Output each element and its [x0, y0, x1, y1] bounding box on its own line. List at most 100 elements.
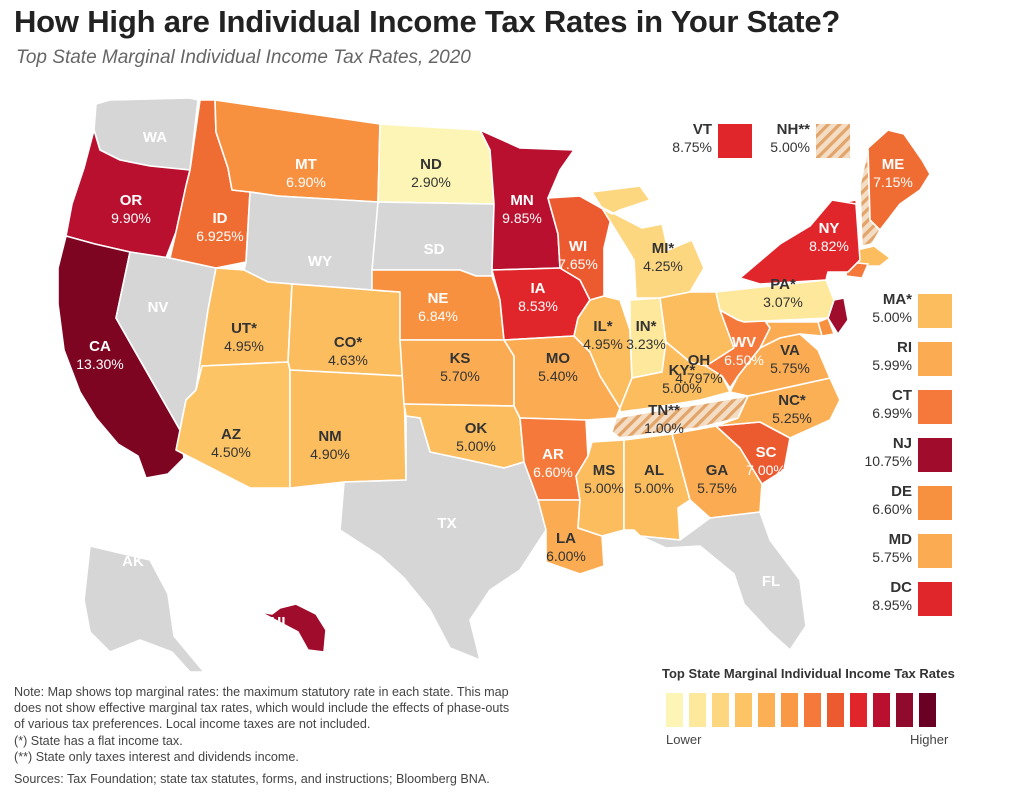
state-rate-tn: 1.00%: [644, 420, 684, 436]
state-shape-or: [65, 129, 191, 259]
state-label-mt: MT: [295, 156, 317, 173]
map-note: Note: Map shows top marginal rates: the …: [14, 684, 614, 765]
state-rate-il: 4.95%: [583, 336, 623, 352]
state-shape-ak: [83, 545, 205, 673]
state-rate-sc: 7.00%: [746, 462, 786, 478]
legend-swatch: [896, 693, 913, 727]
callout-rate-nj: 10.75%: [865, 453, 912, 469]
state-shape-nm: [289, 369, 407, 489]
callout-rate-nh: 5.00%: [770, 139, 810, 155]
state-shape-fl: [639, 511, 807, 651]
state-label-tx: TX: [437, 515, 456, 532]
legend-swatch: [873, 693, 890, 727]
state-label-in: IN*: [636, 318, 657, 335]
state-rate-va: 5.75%: [770, 360, 810, 376]
legend-lower-label: Lower: [666, 732, 702, 747]
sources-line: Sources: Tax Foundation; state tax statu…: [14, 772, 490, 786]
state-label-id: ID: [213, 210, 228, 227]
state-rate-nd: 2.90%: [411, 174, 451, 190]
callout-label-ct: CT: [892, 387, 912, 404]
state-shape-hi: [259, 603, 327, 653]
legend-color-scale: [666, 693, 936, 727]
state-rate-ks: 5.70%: [440, 368, 480, 384]
state-label-mi: MI*: [652, 240, 675, 257]
legend-swatch: [758, 693, 775, 727]
state-shape-nc: [715, 377, 841, 439]
state-label-nm: NM: [318, 428, 341, 445]
state-label-ut: UT*: [231, 320, 257, 337]
note-line: does not show effective marginal tax rat…: [14, 701, 510, 716]
callout-label-vt: VT: [693, 121, 712, 138]
legend-swatch: [804, 693, 821, 727]
callout-label-md: MD: [889, 531, 912, 548]
legend-swatch: [781, 693, 798, 727]
callout-rate-ct: 6.99%: [872, 405, 912, 421]
callout-rate-dc: 8.95%: [872, 597, 912, 613]
state-shape-az: [175, 361, 291, 489]
state-label-ar: AR: [542, 446, 564, 463]
state-label-la: LA: [556, 530, 576, 547]
state-rate-mi: 4.25%: [643, 258, 683, 274]
state-label-nc: NC*: [778, 392, 806, 409]
legend-higher-label: Higher: [910, 732, 949, 747]
state-label-ok: OK: [465, 420, 488, 437]
state-rate-ga: 5.75%: [697, 480, 737, 496]
state-label-ca: CA: [89, 338, 111, 355]
state-rate-wi: 7.65%: [558, 256, 598, 272]
callout-swatch-dc: [918, 582, 952, 616]
state-label-wi: WI: [569, 238, 587, 255]
state-rate-la: 6.00%: [546, 548, 586, 564]
state-rate-co: 4.63%: [328, 352, 368, 368]
callout-label-nj: NJ: [893, 435, 912, 452]
state-rate-wv: 6.50%: [724, 352, 764, 368]
state-rate-nc: 5.25%: [772, 410, 812, 426]
state-shape-ny: [739, 199, 861, 285]
state-rate-ca: 13.30%: [76, 356, 123, 372]
state-label-ky: KY*: [669, 362, 696, 379]
legend-swatch: [735, 693, 752, 727]
state-rate-id: 6.925%: [196, 228, 243, 244]
callout-label-dc: DC: [890, 579, 912, 596]
state-label-az: AZ: [221, 426, 241, 443]
state-shape-ky: [619, 341, 731, 413]
state-label-hi: HI: [271, 614, 286, 631]
callout-swatch-vt: [718, 124, 752, 158]
state-label-il: IL*: [593, 318, 612, 335]
callout-label-ma: MA*: [883, 291, 912, 308]
state-rate-ut: 4.95%: [224, 338, 264, 354]
state-label-mn: MN: [510, 192, 533, 209]
state-rate-ky: 5.00%: [662, 380, 702, 396]
state-rate-ny: 8.82%: [809, 238, 849, 254]
state-label-nv: NV: [148, 299, 169, 316]
callout-rate-vt: 8.75%: [672, 139, 712, 155]
callout-label-nh: NH**: [777, 121, 811, 138]
callout-swatch-nh: [816, 124, 850, 158]
state-rate-ms: 5.00%: [584, 480, 624, 496]
state-shape-me: [867, 129, 931, 231]
callout-label-de: DE: [891, 483, 912, 500]
state-rate-me: 7.15%: [873, 174, 913, 190]
legend-swatch: [850, 693, 867, 727]
state-label-ga: GA: [706, 462, 729, 479]
state-shape-sd: [371, 201, 495, 277]
state-label-al: AL: [644, 462, 664, 479]
state-shape-ms: [575, 439, 625, 537]
callout-swatch-ma: [918, 294, 952, 328]
state-label-nd: ND: [420, 156, 442, 173]
state-label-ak: AK: [122, 553, 144, 570]
state-label-ks: KS: [450, 350, 471, 367]
note-line: Note: Map shows top marginal rates: the …: [14, 685, 509, 699]
state-shape-wy: [243, 191, 379, 291]
state-label-pa: PA*: [770, 276, 796, 293]
legend-swatch: [666, 693, 683, 727]
callout-swatch-de: [918, 486, 952, 520]
state-shape-va: [729, 333, 831, 397]
state-label-ms: MS: [593, 462, 616, 479]
state-label-or: OR: [120, 192, 143, 209]
legend-swatch: [827, 693, 844, 727]
state-rate-ar: 6.60%: [533, 464, 573, 480]
state-rate-pa: 3.07%: [763, 294, 803, 310]
state-rate-in: 3.23%: [626, 336, 666, 352]
state-rate-ne: 6.84%: [418, 308, 458, 324]
